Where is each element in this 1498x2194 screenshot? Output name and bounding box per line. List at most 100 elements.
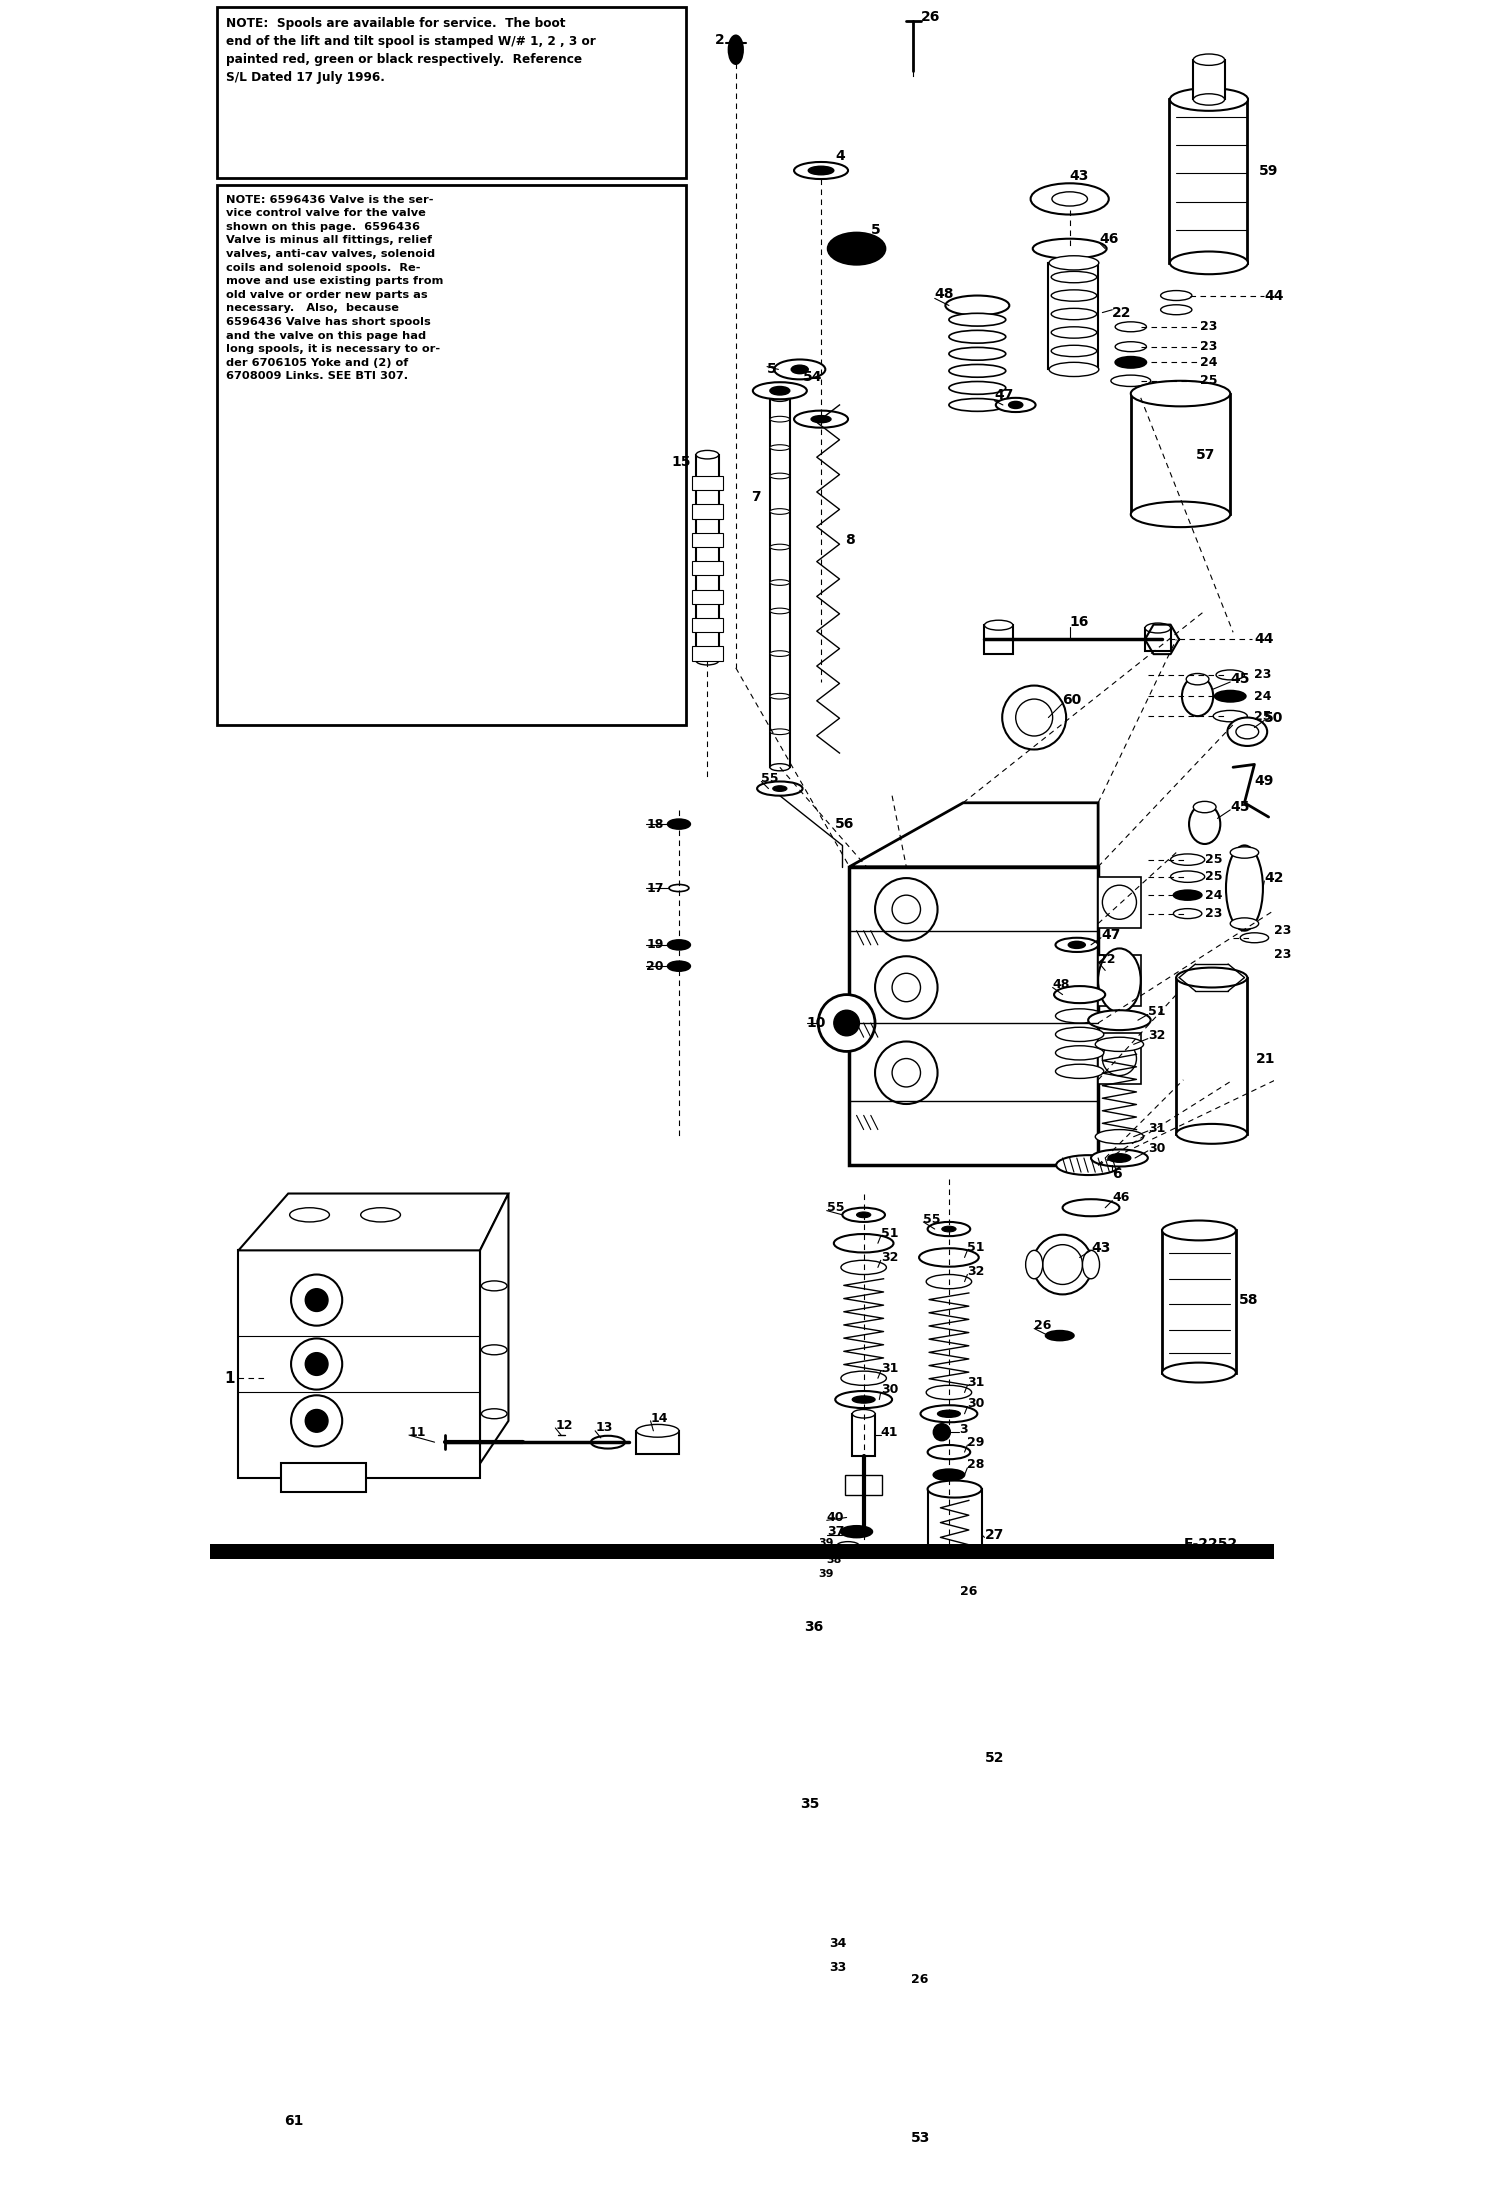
Text: 31: 31	[881, 1362, 899, 1376]
Ellipse shape	[1095, 1038, 1143, 1051]
Ellipse shape	[840, 1582, 887, 1595]
Ellipse shape	[770, 579, 789, 586]
Bar	[1098, 954, 1141, 1007]
Ellipse shape	[1052, 344, 1097, 358]
Ellipse shape	[926, 1384, 972, 1400]
Bar	[827, 2047, 903, 2194]
Ellipse shape	[1083, 1251, 1100, 1279]
Ellipse shape	[756, 781, 803, 796]
Text: 30: 30	[881, 1382, 899, 1395]
Ellipse shape	[791, 364, 809, 373]
Ellipse shape	[1182, 676, 1213, 715]
Circle shape	[1103, 884, 1137, 919]
Bar	[217, 184, 686, 724]
Bar	[927, 1490, 981, 1582]
Ellipse shape	[837, 1542, 860, 1551]
Ellipse shape	[1225, 845, 1263, 930]
Ellipse shape	[1194, 94, 1224, 105]
Ellipse shape	[1115, 358, 1146, 369]
Ellipse shape	[1194, 801, 1216, 812]
Circle shape	[1103, 963, 1137, 998]
Bar	[1194, 59, 1224, 99]
Text: 4: 4	[836, 149, 845, 162]
Bar	[845, 1474, 882, 1494]
Ellipse shape	[1112, 375, 1150, 386]
Ellipse shape	[668, 818, 691, 829]
Ellipse shape	[1170, 88, 1248, 112]
Ellipse shape	[1098, 948, 1141, 1011]
Ellipse shape	[837, 1573, 860, 1582]
Text: 57: 57	[1195, 448, 1215, 461]
Text: 53: 53	[911, 2130, 930, 2146]
Ellipse shape	[1062, 1200, 1119, 1215]
Ellipse shape	[1095, 1130, 1143, 1143]
Ellipse shape	[770, 386, 789, 395]
Text: 16: 16	[1070, 614, 1089, 630]
Ellipse shape	[1173, 891, 1201, 900]
Ellipse shape	[770, 544, 789, 551]
Ellipse shape	[1052, 309, 1097, 320]
Ellipse shape	[773, 785, 786, 792]
Text: 22: 22	[1113, 305, 1132, 320]
Ellipse shape	[753, 382, 807, 399]
Circle shape	[1016, 700, 1053, 735]
Text: 28: 28	[968, 1459, 984, 1472]
Ellipse shape	[1170, 252, 1248, 274]
Text: 41: 41	[881, 1426, 899, 1439]
Ellipse shape	[857, 1211, 870, 1218]
Bar	[852, 1413, 875, 1457]
Ellipse shape	[637, 1424, 679, 1437]
Text: 31: 31	[968, 1376, 984, 1389]
Text: 34: 34	[830, 1937, 846, 1950]
Ellipse shape	[668, 961, 691, 972]
Bar	[1176, 979, 1248, 1134]
Ellipse shape	[1216, 669, 1245, 680]
Text: 26: 26	[920, 11, 939, 24]
Circle shape	[1043, 1244, 1083, 1283]
Text: 47: 47	[1101, 928, 1121, 941]
Text: 48: 48	[1053, 979, 1070, 992]
Text: 24: 24	[1200, 355, 1218, 369]
Ellipse shape	[846, 1553, 866, 1560]
Text: 46: 46	[1100, 233, 1119, 246]
Text: 6: 6	[1113, 1167, 1122, 1180]
Text: 33: 33	[830, 1961, 846, 1975]
Bar	[692, 619, 724, 632]
Polygon shape	[303, 2144, 490, 2194]
Ellipse shape	[938, 1411, 960, 1417]
Ellipse shape	[933, 1470, 965, 1481]
Text: 44: 44	[1264, 290, 1284, 303]
Bar	[217, 7, 686, 178]
Text: 52: 52	[984, 1751, 1004, 1764]
Text: 45: 45	[1230, 671, 1249, 687]
Ellipse shape	[1056, 1156, 1121, 1176]
Ellipse shape	[1161, 290, 1192, 301]
Ellipse shape	[1170, 871, 1204, 882]
Ellipse shape	[1170, 853, 1204, 864]
Ellipse shape	[1186, 674, 1209, 685]
Text: 32: 32	[1147, 1029, 1165, 1042]
Circle shape	[893, 974, 920, 1003]
Circle shape	[1103, 1042, 1137, 1075]
Ellipse shape	[1049, 362, 1100, 377]
Ellipse shape	[1189, 805, 1221, 845]
Ellipse shape	[1032, 1235, 1092, 1294]
Text: 38: 38	[827, 1556, 842, 1564]
Text: NOTE: 6596436 Valve is the ser-
vice control valve for the valve
shown on this p: NOTE: 6596436 Valve is the ser- vice con…	[226, 195, 443, 382]
Ellipse shape	[770, 417, 789, 421]
Text: 43: 43	[1070, 169, 1089, 182]
Ellipse shape	[1173, 908, 1201, 919]
Text: 19: 19	[646, 939, 664, 952]
Ellipse shape	[1068, 941, 1086, 948]
Text: 17: 17	[646, 882, 664, 895]
Ellipse shape	[1144, 623, 1170, 634]
Ellipse shape	[948, 364, 1005, 377]
Ellipse shape	[1091, 1150, 1147, 1167]
Ellipse shape	[1031, 184, 1109, 215]
Text: NOTE:  Spools are available for service.  The boot
end of the lift and tilt spoo: NOTE: Spools are available for service. …	[226, 18, 595, 83]
Bar	[770, 397, 789, 768]
Text: 55: 55	[923, 1213, 941, 1226]
Text: 45: 45	[1230, 801, 1249, 814]
Ellipse shape	[774, 360, 825, 380]
Circle shape	[306, 1288, 328, 1312]
